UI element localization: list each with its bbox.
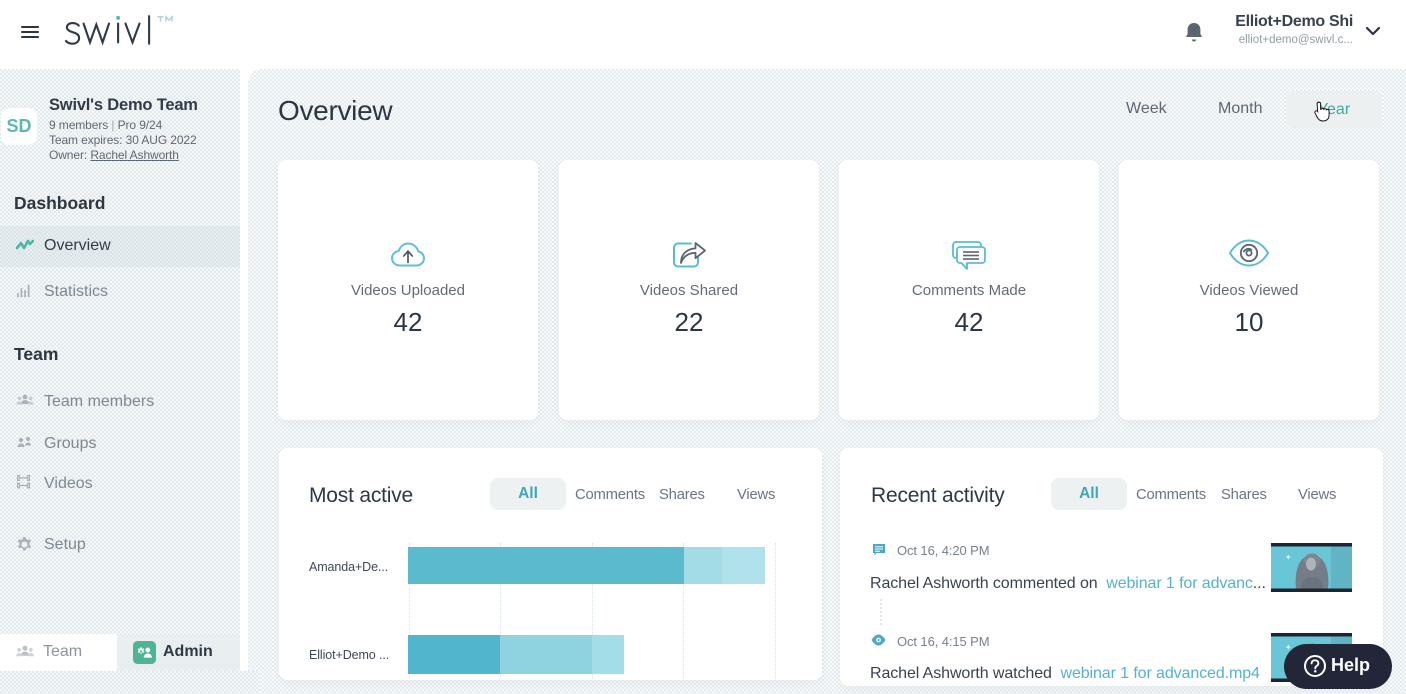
svg-text:✦: ✦ bbox=[1285, 643, 1292, 652]
svg-text:✦: ✦ bbox=[1285, 553, 1292, 562]
